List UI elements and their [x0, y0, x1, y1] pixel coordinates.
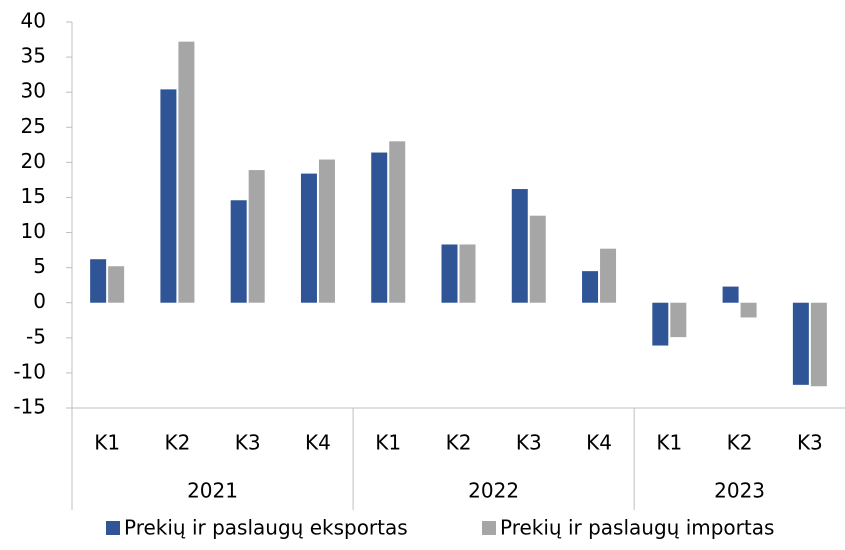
- y-tick-label: 20: [21, 149, 46, 173]
- y-tick-label: -5: [26, 324, 46, 348]
- x-tick-label: K1: [94, 431, 120, 455]
- legend-label: Prekių ir paslaugų eksportas: [124, 516, 408, 540]
- group-label: 2023: [714, 479, 765, 503]
- y-tick-label: 0: [33, 289, 46, 313]
- bar: [389, 141, 406, 303]
- y-tick-label: 15: [21, 184, 46, 208]
- y-tick-label: 35: [21, 44, 46, 68]
- group-label: 2021: [187, 479, 238, 503]
- y-tick-label: 5: [33, 254, 46, 278]
- bar: [740, 302, 757, 318]
- bar: [108, 266, 125, 303]
- bar: [670, 302, 687, 338]
- legend-label: Prekių ir paslaugų importas: [500, 516, 774, 540]
- x-tick-label: K2: [446, 431, 472, 455]
- bar: [792, 302, 809, 385]
- bar: [300, 173, 317, 303]
- x-tick-label: K3: [235, 431, 261, 455]
- x-tick-label: K1: [656, 431, 682, 455]
- bar: [722, 286, 739, 303]
- legend-swatch: [482, 521, 496, 535]
- bar: [511, 189, 528, 303]
- x-tick-label: K4: [305, 431, 331, 455]
- bar: [810, 302, 827, 387]
- bar: [371, 152, 388, 303]
- bar: [441, 244, 458, 303]
- group-label: 2022: [468, 479, 519, 503]
- y-tick-label: 30: [21, 79, 46, 103]
- x-tick-label: K2: [164, 431, 190, 455]
- x-tick-label: K2: [727, 431, 753, 455]
- bar: [652, 302, 669, 346]
- x-tick-label: K1: [375, 431, 401, 455]
- y-tick-label: -15: [13, 395, 46, 419]
- legend-swatch: [106, 521, 120, 535]
- bar: [529, 215, 546, 303]
- x-tick-label: K3: [516, 431, 542, 455]
- bar: [178, 41, 195, 303]
- bar: [318, 159, 335, 303]
- y-tick-label: -10: [13, 359, 46, 383]
- y-tick-label: 10: [21, 219, 46, 243]
- bar: [160, 89, 177, 303]
- x-tick-label: K3: [797, 431, 823, 455]
- bar: [90, 259, 107, 303]
- y-tick-label: 40: [21, 9, 46, 33]
- bar: [600, 248, 617, 303]
- bar: [459, 244, 476, 303]
- bar: [248, 170, 265, 303]
- y-tick-label: 25: [21, 114, 46, 138]
- bar: [582, 271, 599, 303]
- bar: [230, 200, 247, 303]
- x-tick-label: K4: [586, 431, 612, 455]
